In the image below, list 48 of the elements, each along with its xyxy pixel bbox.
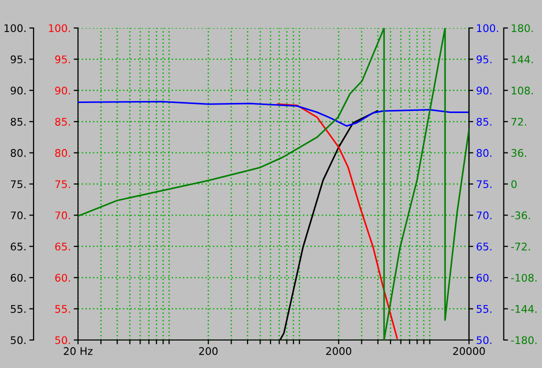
y3-tick-label: -36. xyxy=(511,211,530,220)
x-tick-label: 20000 xyxy=(453,347,485,356)
y-tick-label: 55. xyxy=(55,305,70,313)
y-tick-label: 100. xyxy=(49,24,70,32)
text: 75. xyxy=(10,180,26,188)
y2-tick-label: 75. xyxy=(476,180,492,188)
y-tick-label: 75. xyxy=(55,180,70,188)
text: 55. xyxy=(10,305,26,313)
y-tick-label: 50. xyxy=(55,336,70,344)
text: 70. xyxy=(10,211,26,220)
y2-tick-label: 65. xyxy=(476,242,492,251)
y3-tick-label: 72. xyxy=(512,118,526,126)
text: 95. xyxy=(10,55,26,64)
y-tick-label: 65. xyxy=(55,242,70,251)
y3-tick-label: -108. xyxy=(511,274,536,282)
y3-tick-label: -180. xyxy=(511,336,536,344)
y3-tick-label: 0 xyxy=(511,180,517,188)
x-tick-label: 2000 xyxy=(326,347,352,356)
y3-tick-label: -144. xyxy=(511,305,536,313)
y2-tick-label: 55. xyxy=(476,305,492,313)
y-tick-label: 85. xyxy=(55,118,70,126)
y3-tick-label: 108. xyxy=(512,86,533,95)
y-tick-label: 80. xyxy=(55,149,70,157)
y3-tick-label: 144. xyxy=(512,56,533,64)
text: 65. xyxy=(10,242,26,251)
y-tick-label: 60. xyxy=(55,274,70,282)
x-tick-label: 20 Hz xyxy=(64,347,92,356)
y3-tick-label: 36. xyxy=(511,149,526,157)
x-tick-label: 200 xyxy=(199,347,218,356)
text: 100. xyxy=(4,24,26,32)
text: 85. xyxy=(10,118,26,126)
y-tick-label: 95. xyxy=(55,55,70,64)
text: 80. xyxy=(10,149,26,157)
y2-tick-label: 90. xyxy=(476,86,492,95)
text: 50. xyxy=(10,336,26,344)
y2-tick-label: 60. xyxy=(476,274,492,282)
y2-tick-label: 70. xyxy=(476,211,492,220)
text: 90. xyxy=(10,86,26,95)
y3-tick-label: 180. xyxy=(512,24,533,32)
y2-tick-label: 80. xyxy=(476,149,492,157)
y2-tick-label: 50. xyxy=(476,336,492,344)
y2-tick-label: 85. xyxy=(476,118,492,126)
text: 60. xyxy=(10,274,26,282)
y3-tick-label: -72. xyxy=(511,242,530,250)
y-tick-label: 70. xyxy=(55,211,70,220)
y2-tick-label: 100. xyxy=(477,24,498,32)
y-tick-label: 90. xyxy=(55,86,70,95)
y2-tick-label: 95. xyxy=(476,55,492,64)
